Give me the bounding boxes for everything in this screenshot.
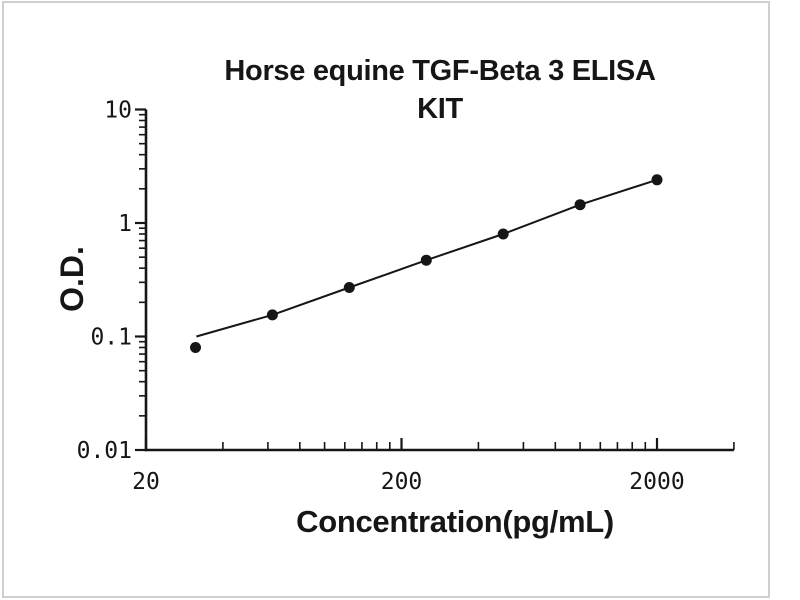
data-point [190,342,201,353]
y-tick-label: 0.01 [77,438,132,464]
data-point [497,228,509,240]
x-tick-label: 200 [381,469,423,495]
chart-title: Horse equine TGF-Beta 3 ELISA KIT [140,52,740,128]
x-tick-label: 2000 [629,469,684,495]
data-point [420,254,432,266]
data-point [343,282,355,293]
chart-title-line2: KIT [417,93,463,125]
data-point [574,199,586,211]
chart-title-line1: Horse equine TGF-Beta 3 ELISA [224,55,656,87]
data-point [266,309,278,321]
y-tick-label: 1 [118,211,132,237]
y-tick-label: 10 [104,98,132,124]
data-point [651,174,663,186]
x-axis-label: Concentration(pg/mL) [296,504,614,539]
x-tick-label: 20 [132,469,160,495]
y-tick-label: 0.1 [90,325,132,351]
